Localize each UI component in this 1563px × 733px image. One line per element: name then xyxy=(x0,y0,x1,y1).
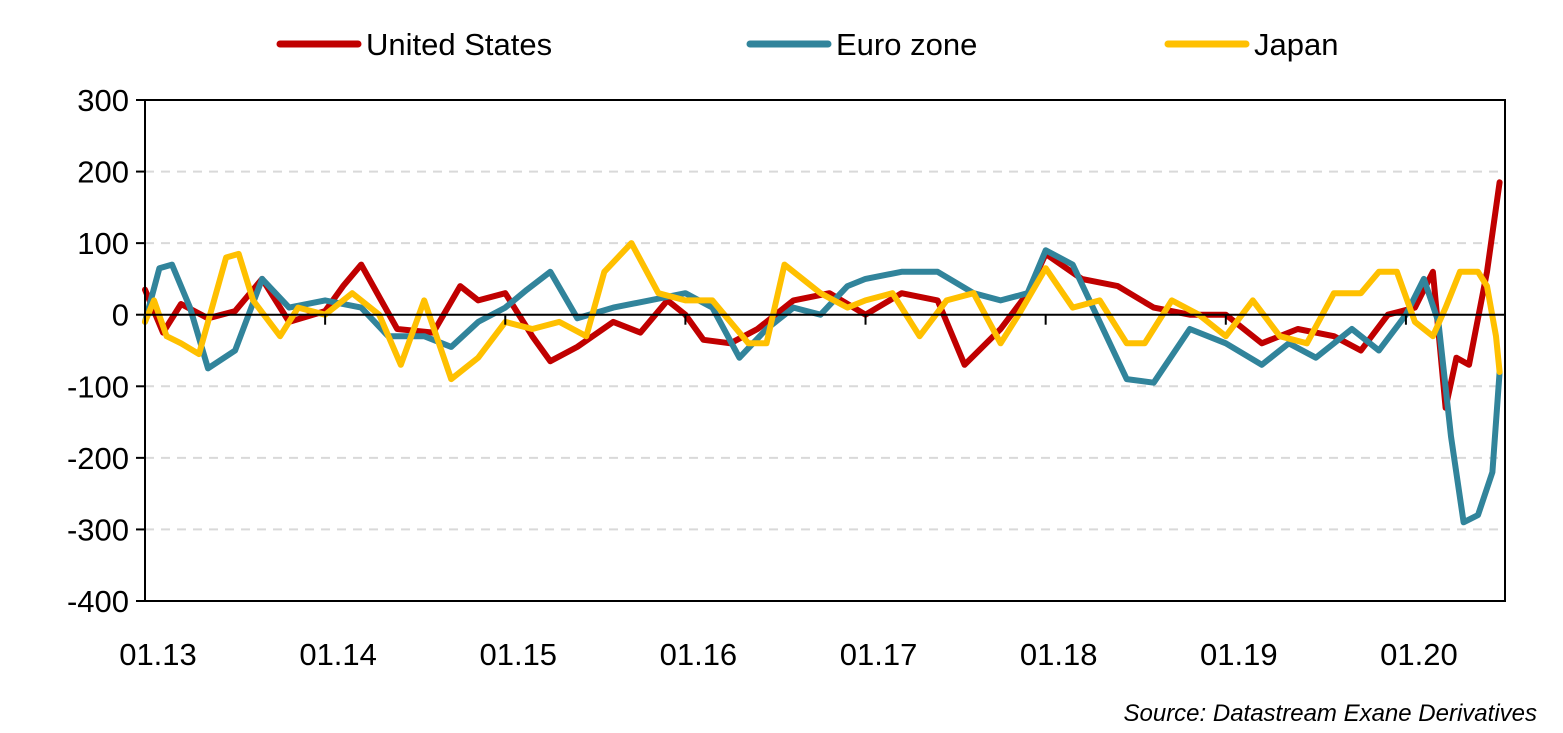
legend-item: United States xyxy=(276,27,552,62)
legend-item: Japan xyxy=(1164,27,1338,62)
y-tick-label: -200 xyxy=(67,441,129,476)
x-tick-label: 01.20 xyxy=(1380,637,1458,672)
x-tick-label: 01.18 xyxy=(1020,637,1098,672)
legend-item: Euro zone xyxy=(746,27,977,62)
series-lines xyxy=(142,179,1503,526)
x-tick-label: 01.16 xyxy=(660,637,738,672)
series-line-united-states xyxy=(142,179,1503,411)
x-tick-label: 01.15 xyxy=(479,637,557,672)
source-note: Source: Datastream Exane Derivatives xyxy=(1123,700,1537,727)
y-tick-label: -300 xyxy=(67,512,129,547)
legend-label: United States xyxy=(366,27,552,62)
y-tick-label: 100 xyxy=(77,226,129,261)
y-tick-label: -100 xyxy=(67,369,129,404)
series-line-euro-zone xyxy=(142,247,1503,526)
legend-label: Japan xyxy=(1254,27,1338,62)
x-tick-label: 01.19 xyxy=(1200,637,1278,672)
x-tick-label: 01.13 xyxy=(119,637,197,672)
x-tick-label: 01.14 xyxy=(299,637,377,672)
plot-frame xyxy=(144,99,1506,602)
grid-lines xyxy=(145,170,1505,531)
legend-label: Euro zone xyxy=(836,27,977,62)
y-tick-label: 200 xyxy=(77,155,129,190)
y-tick-label: 0 xyxy=(112,298,129,333)
legend: United States Euro zone Japan xyxy=(276,27,1338,62)
axes xyxy=(136,99,1506,602)
y-tick-labels: -400 -300 -200 -100 0 100 200 300 xyxy=(67,83,129,619)
y-tick-label: -400 xyxy=(67,584,129,619)
x-tick-label: 01.17 xyxy=(840,637,918,672)
x-tick-labels: 01.13 01.14 01.15 01.16 01.17 01.18 01.19 01.20 xyxy=(119,637,1458,672)
y-tick-label: 300 xyxy=(77,83,129,118)
